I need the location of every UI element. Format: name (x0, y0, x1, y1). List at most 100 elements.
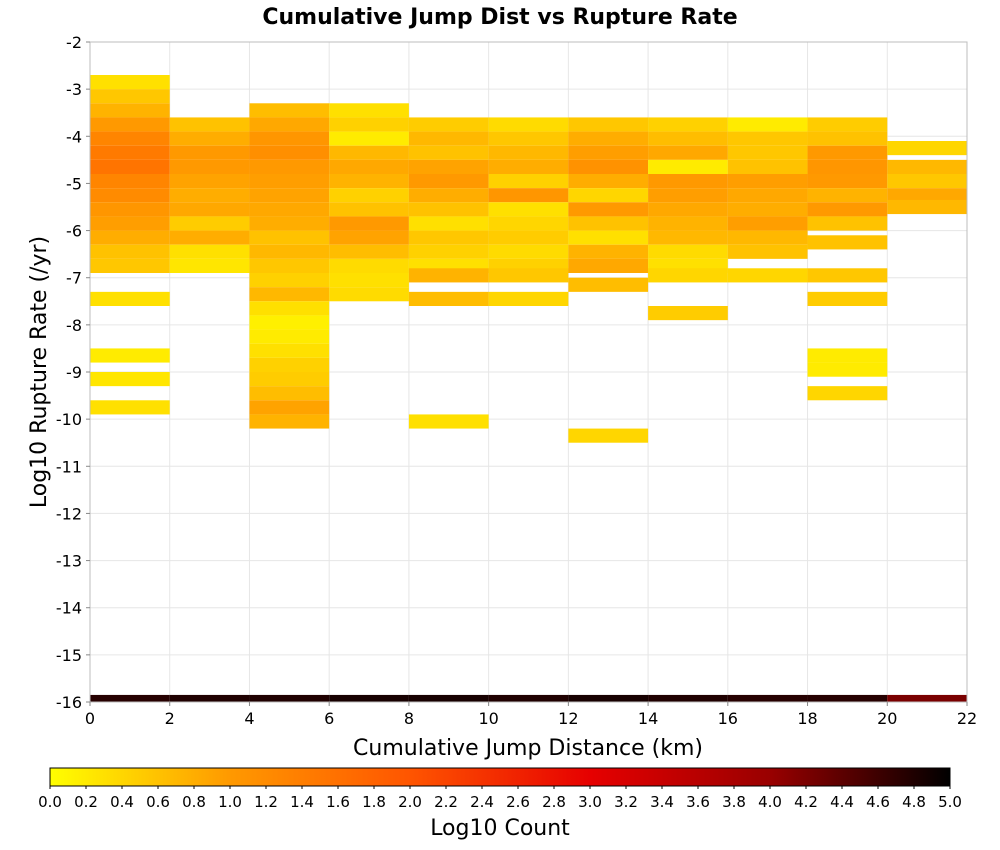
x-tick-label: 16 (718, 709, 738, 728)
heatmap-cell (408, 159, 489, 174)
heatmap-cell (329, 216, 409, 231)
heatmap-cells (90, 75, 967, 702)
heatmap-cell (90, 400, 170, 415)
heatmap-cell (727, 131, 808, 146)
heatmap-cell (249, 386, 330, 401)
heatmap-cell (807, 202, 888, 217)
colorbar-tick-label: 5.0 (938, 793, 962, 811)
heatmap-cell (568, 174, 649, 189)
heatmap-cell (807, 291, 888, 306)
x-tick-label: 6 (324, 709, 334, 728)
heatmap-cell (169, 159, 250, 174)
colorbar-tick-label: 3.4 (650, 793, 674, 811)
heatmap-cell (807, 386, 888, 401)
heatmap-cell (90, 117, 170, 132)
y-tick-label: -7 (66, 269, 82, 288)
y-ticks: -2 -3 -4 -5 -6 -7 -8 -9 -10 -11 -12 -13 -14 -15 -16 (56, 33, 90, 712)
y-tick-label: -2 (66, 33, 82, 52)
colorbar-tick-label: 4.4 (830, 793, 854, 811)
heatmap-cell (648, 131, 728, 146)
heatmap-cell (329, 117, 409, 132)
heatmap-cell (648, 244, 728, 259)
heatmap-cell (249, 287, 330, 302)
heatmap-cell (648, 145, 728, 160)
heatmap-cell (90, 258, 170, 273)
heatmap-cell (568, 244, 649, 259)
x-tick-label: 0 (85, 709, 95, 728)
y-tick-label: -8 (66, 316, 82, 335)
heatmap-cell (90, 291, 170, 306)
heatmap-cell (568, 258, 649, 273)
heatmap-cell (648, 216, 728, 231)
heatmap-cell (807, 348, 888, 363)
heatmap-cell (169, 244, 250, 259)
heatmap-cell (727, 694, 808, 702)
heatmap-cell (727, 216, 808, 231)
heatmap-cell (648, 159, 728, 174)
heatmap-cell (488, 694, 569, 702)
heatmap-cell (648, 230, 728, 245)
heatmap-cell (648, 306, 728, 321)
heatmap-cell (90, 103, 170, 118)
heatmap-cell (887, 199, 967, 215)
heatmap-cell (488, 188, 569, 203)
y-tick-label: -11 (56, 457, 82, 476)
heatmap-cell (807, 235, 888, 250)
heatmap-cell (90, 216, 170, 231)
heatmap-cell (90, 202, 170, 217)
colorbar-tick-label: 1.4 (290, 793, 314, 811)
heatmap-cell (90, 188, 170, 203)
colorbar-tick-label: 2.6 (506, 793, 530, 811)
heatmap-cell (727, 268, 808, 283)
heatmap-cell (329, 273, 409, 288)
colorbar-tick-label: 0.2 (74, 793, 98, 811)
x-ticks: 0 2 4 6 8 10 12 14 16 18 20 22 (85, 702, 977, 728)
heatmap-cell (169, 174, 250, 189)
colorbar-ticks: 0.0 0.2 0.4 0.6 0.8 1.0 1.2 1.4 1.6 1.8 2.0 2.2 2.4 2… (38, 786, 962, 811)
heatmap-cell (249, 372, 330, 387)
heatmap-cell (727, 188, 808, 203)
heatmap-cell (169, 230, 250, 245)
heatmap-cell (807, 131, 888, 146)
heatmap-cell (488, 174, 569, 189)
y-tick-label: -15 (56, 646, 82, 665)
heatmap-cell (249, 343, 330, 358)
colorbar-tick-label: 4.2 (794, 793, 818, 811)
colorbar (49, 767, 951, 787)
x-tick-label: 14 (638, 709, 658, 728)
heatmap-cell (408, 268, 489, 283)
heatmap-cell (329, 188, 409, 203)
colorbar-tick-label: 0.0 (38, 793, 62, 811)
colorbar-tick-label: 0.6 (146, 793, 170, 811)
colorbar-tick-label: 1.2 (254, 793, 278, 811)
heatmap-cell (90, 89, 170, 104)
colorbar-tick-label: 2.8 (542, 793, 566, 811)
heatmap-cell (249, 357, 330, 372)
y-tick-label: -6 (66, 222, 82, 241)
heatmap-cell (249, 117, 330, 132)
colorbar-tick-label: 1.8 (362, 793, 386, 811)
heatmap-cell (568, 694, 649, 702)
colorbar-label: Log10 Count (430, 816, 570, 841)
y-tick-label: -4 (66, 127, 82, 146)
heatmap-cell (249, 216, 330, 231)
y-tick-label: -16 (56, 693, 82, 712)
heatmap-cell (648, 268, 728, 283)
heatmap-cell (329, 230, 409, 245)
heatmap-cell (568, 159, 649, 174)
heatmap-cell (887, 188, 967, 203)
heatmap-cell (648, 202, 728, 217)
heatmap-cell (568, 428, 649, 443)
heatmap-cell (807, 268, 888, 283)
heatmap-cell (169, 202, 250, 217)
heatmap-cell (408, 145, 489, 160)
heatmap-cell (169, 117, 250, 132)
heatmap-cell (169, 145, 250, 160)
colorbar-tick-label: 2.4 (470, 793, 494, 811)
colorbar-tick-label: 3.6 (686, 793, 710, 811)
colorbar-tick-label: 3.0 (578, 793, 602, 811)
heatmap-cell (807, 188, 888, 203)
colorbar-tick-label: 1.0 (218, 793, 242, 811)
heatmap-cell (807, 159, 888, 174)
